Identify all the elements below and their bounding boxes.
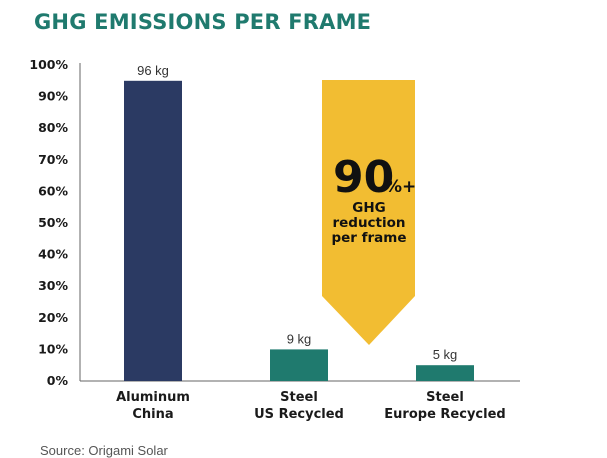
bar-data-label: 9 kg <box>287 331 312 346</box>
y-tick-label: 0% <box>47 373 69 388</box>
bar-chart: 0% 10% 20% 30% 40% 50% 60% 70% 80% 90% 100% 90%+GHG… <box>29 57 520 422</box>
y-tick-label: 80% <box>38 120 68 135</box>
y-tick-label: 40% <box>38 247 68 262</box>
bar-data-label: 96 kg <box>137 63 169 78</box>
x-category-label: Steel <box>426 390 464 405</box>
source-note: Source: Origami Solar <box>40 443 168 458</box>
y-tick-label: 90% <box>38 89 68 104</box>
y-tick-label: 70% <box>38 152 68 167</box>
y-tick-label: 50% <box>38 215 68 230</box>
reduction-percent-suffix: %+ <box>385 177 416 197</box>
bar <box>416 365 474 381</box>
y-tick-label: 10% <box>38 341 68 356</box>
bar-data-label: 5 kg <box>433 347 458 362</box>
bar <box>270 349 328 381</box>
x-category-sublabel: China <box>132 407 173 422</box>
x-category-sublabel: US Recycled <box>254 407 344 422</box>
y-tick-label: 30% <box>38 278 68 293</box>
y-tick-label: 60% <box>38 183 68 198</box>
x-category-label: Steel <box>280 390 318 405</box>
reduction-text-line: reduction <box>332 215 405 231</box>
y-tick-label: 20% <box>38 310 68 325</box>
chart-title: GHG EMISSIONS PER FRAME <box>34 10 372 34</box>
reduction-text-line: per frame <box>331 230 406 246</box>
reduction-arrow <box>322 80 415 345</box>
x-category-sublabel: Europe Recycled <box>384 407 505 422</box>
reduction-percent: 90 <box>333 152 394 203</box>
bar <box>124 80 182 382</box>
y-tick-label: 100% <box>29 57 68 72</box>
reduction-text-line: GHG <box>352 200 385 216</box>
x-category-label: Aluminum <box>116 390 190 405</box>
